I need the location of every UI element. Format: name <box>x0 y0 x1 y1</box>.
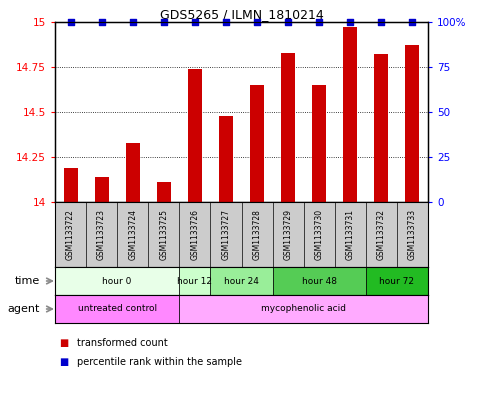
Bar <box>405 46 419 202</box>
Text: GSM1133729: GSM1133729 <box>284 209 293 260</box>
Bar <box>250 85 264 202</box>
Text: percentile rank within the sample: percentile rank within the sample <box>77 357 241 367</box>
Bar <box>312 85 326 202</box>
Bar <box>179 295 428 323</box>
Point <box>191 19 199 25</box>
Text: ■: ■ <box>60 338 72 348</box>
Bar <box>211 267 272 295</box>
Bar <box>55 295 179 323</box>
Text: time: time <box>15 276 40 286</box>
Text: GSM1133725: GSM1133725 <box>159 209 168 260</box>
Text: hour 72: hour 72 <box>380 277 414 285</box>
Text: GSM1133731: GSM1133731 <box>346 209 355 260</box>
Point <box>160 19 168 25</box>
Point <box>129 19 137 25</box>
Point <box>378 19 385 25</box>
Bar <box>64 168 78 202</box>
Bar <box>55 267 179 295</box>
Bar <box>95 177 109 202</box>
Bar <box>272 267 366 295</box>
Point <box>346 19 354 25</box>
Text: hour 24: hour 24 <box>224 277 259 285</box>
Bar <box>374 54 388 202</box>
Text: hour 12: hour 12 <box>177 277 213 285</box>
Point <box>284 19 292 25</box>
Text: ■: ■ <box>60 357 72 367</box>
Text: GSM1133724: GSM1133724 <box>128 209 137 260</box>
Title: GDS5265 / ILMN_1810214: GDS5265 / ILMN_1810214 <box>159 8 324 21</box>
Point <box>253 19 261 25</box>
Bar <box>219 116 233 202</box>
Bar <box>281 53 295 202</box>
Text: transformed count: transformed count <box>77 338 168 348</box>
Text: agent: agent <box>8 304 40 314</box>
Text: GSM1133728: GSM1133728 <box>253 209 261 260</box>
Text: mycophenolic acid: mycophenolic acid <box>261 305 346 314</box>
Text: GSM1133732: GSM1133732 <box>377 209 386 260</box>
Text: GSM1133730: GSM1133730 <box>315 209 324 260</box>
Bar <box>188 69 202 202</box>
Point <box>98 19 105 25</box>
Bar <box>157 182 171 202</box>
Text: untreated control: untreated control <box>78 305 156 314</box>
Text: GSM1133723: GSM1133723 <box>97 209 106 260</box>
Text: GSM1133726: GSM1133726 <box>190 209 199 260</box>
Point <box>409 19 416 25</box>
Point <box>315 19 323 25</box>
Bar <box>126 143 140 202</box>
Text: GSM1133727: GSM1133727 <box>222 209 230 260</box>
Text: hour 48: hour 48 <box>302 277 337 285</box>
Bar <box>179 267 211 295</box>
Point <box>67 19 74 25</box>
Text: GSM1133722: GSM1133722 <box>66 209 75 260</box>
Bar <box>343 28 357 202</box>
Text: hour 0: hour 0 <box>102 277 132 285</box>
Bar <box>366 267 428 295</box>
Text: GSM1133733: GSM1133733 <box>408 209 417 260</box>
Point <box>222 19 230 25</box>
